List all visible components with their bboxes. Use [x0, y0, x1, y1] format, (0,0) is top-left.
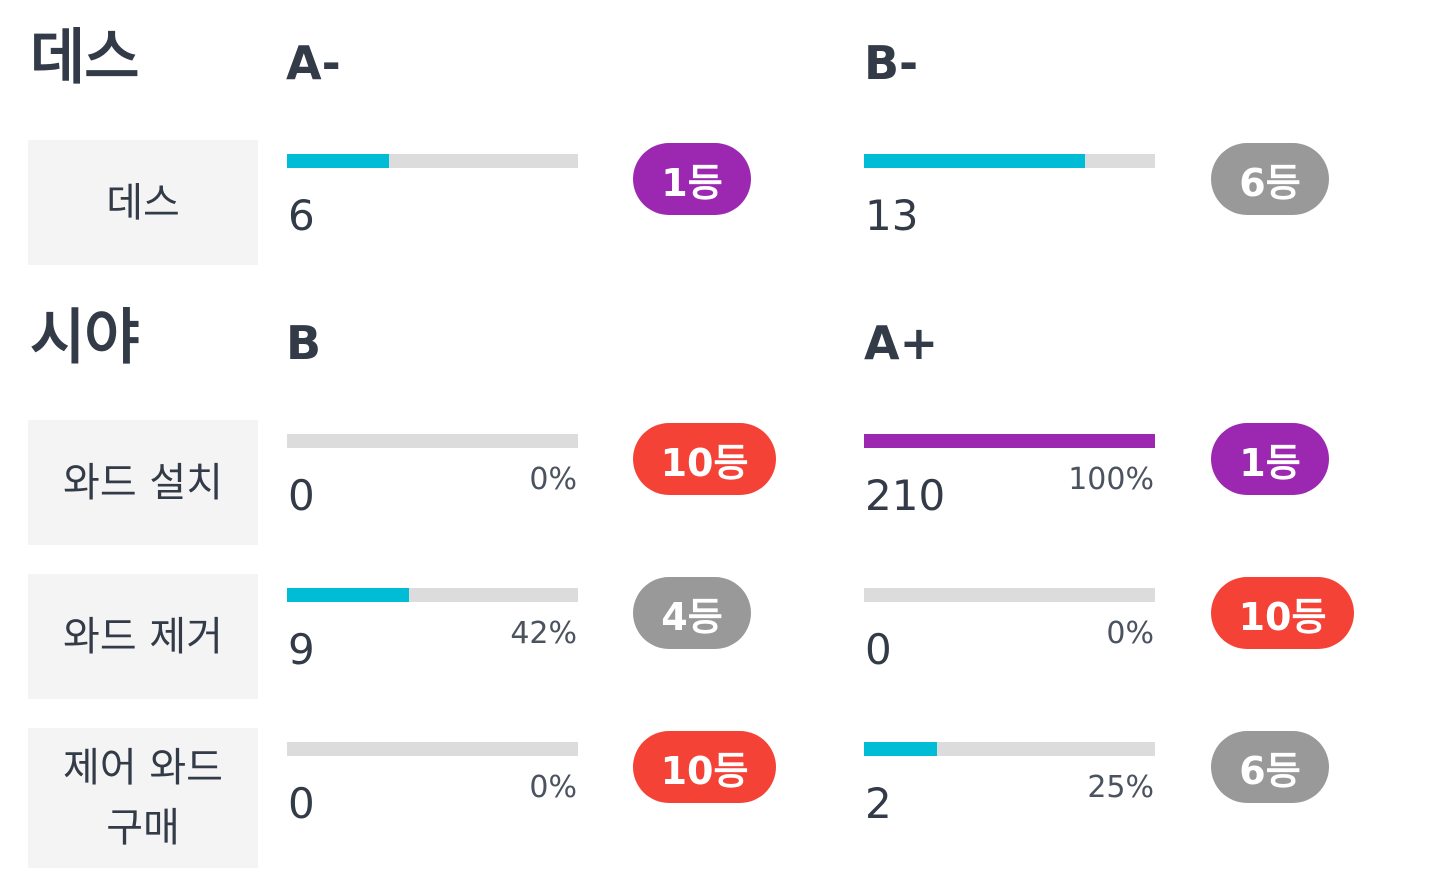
stat-bar [864, 742, 1155, 756]
row-label-death: 데스 [28, 140, 258, 265]
grade-player2-death: B- [864, 36, 919, 90]
stat-value: 13 [865, 191, 919, 240]
stat-bar-fill [864, 742, 937, 756]
stat-bar [287, 434, 578, 448]
stat-bar [864, 434, 1155, 448]
rank-badge: 6등 [1211, 731, 1329, 803]
section-title-death: 데스 [30, 23, 139, 93]
stat-percent: 25% [1087, 770, 1154, 805]
grade-player1-death: A- [286, 36, 341, 90]
row-label-control-ward-purchased: 제어 와드 구매 [28, 728, 258, 868]
stat-percent: 0% [529, 462, 577, 497]
grade-player1-vision: B [286, 316, 322, 370]
stat-bar [287, 588, 578, 602]
rank-badge: 10등 [633, 731, 776, 803]
row-label-ward-cleared: 와드 제거 [28, 574, 258, 699]
rank-badge: 1등 [633, 143, 751, 215]
stat-percent: 0% [529, 770, 577, 805]
stat-value: 0 [288, 471, 315, 520]
section-title-vision: 시야 [30, 303, 139, 373]
stat-bar [287, 742, 578, 756]
stat-bar-fill [287, 588, 410, 602]
stat-percent: 42% [510, 616, 577, 651]
stat-value: 210 [865, 471, 946, 520]
stat-value: 0 [288, 779, 315, 828]
stat-bar [864, 588, 1155, 602]
stat-value: 9 [288, 625, 315, 674]
stat-bar [287, 154, 578, 168]
stat-bar [864, 154, 1155, 168]
stat-value: 0 [865, 625, 892, 674]
rank-badge: 4등 [633, 577, 751, 649]
row-label-ward-placed: 와드 설치 [28, 420, 258, 545]
stat-value: 6 [288, 191, 315, 240]
rank-badge: 1등 [1211, 423, 1329, 495]
grade-player2-vision: A+ [864, 316, 939, 370]
stat-bar-fill [287, 154, 389, 168]
rank-badge: 10등 [633, 423, 776, 495]
stat-bar-fill [864, 154, 1086, 168]
rank-badge: 10등 [1211, 577, 1354, 649]
stat-percent: 100% [1068, 462, 1154, 497]
stat-bar-fill [864, 434, 1155, 448]
rank-badge: 6등 [1211, 143, 1329, 215]
stat-percent: 0% [1106, 616, 1154, 651]
stat-value: 2 [865, 779, 892, 828]
